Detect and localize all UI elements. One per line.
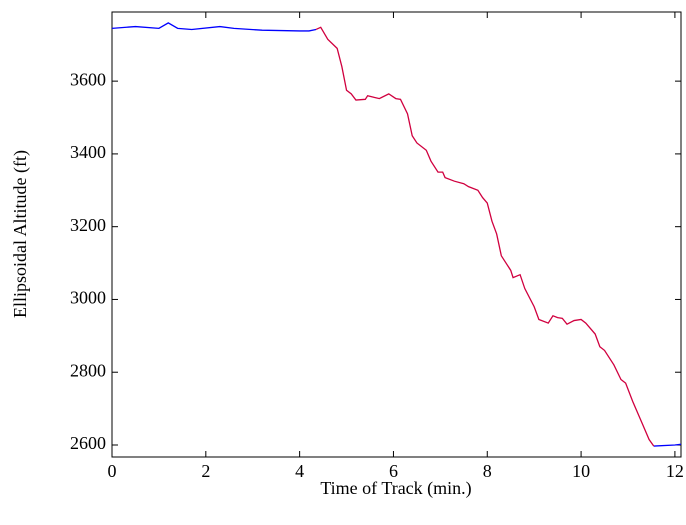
x-axis-label: Time of Track (min.) <box>320 478 471 499</box>
y-tick-label: 2800 <box>70 360 106 380</box>
x-tick-label: 4 <box>295 461 304 481</box>
x-tick-label: 8 <box>483 461 492 481</box>
x-tick-label: 12 <box>666 461 684 481</box>
y-tick-label: 2600 <box>70 433 106 453</box>
y-tick-label: 3200 <box>70 215 106 235</box>
line-series <box>315 26 655 447</box>
y-tick-label: 3000 <box>70 288 106 308</box>
x-tick-label: 6 <box>389 461 398 481</box>
y-tick-label: 3600 <box>70 69 106 89</box>
y-axis-label: Ellipsoidal Altitude (ft) <box>10 150 31 318</box>
y-tick-label: 3400 <box>70 142 106 162</box>
x-tick-label: 10 <box>572 461 590 481</box>
x-tick-label: 0 <box>108 461 117 481</box>
x-tick-label: 2 <box>201 461 210 481</box>
line-series <box>111 22 682 447</box>
plot-frame <box>111 11 682 458</box>
